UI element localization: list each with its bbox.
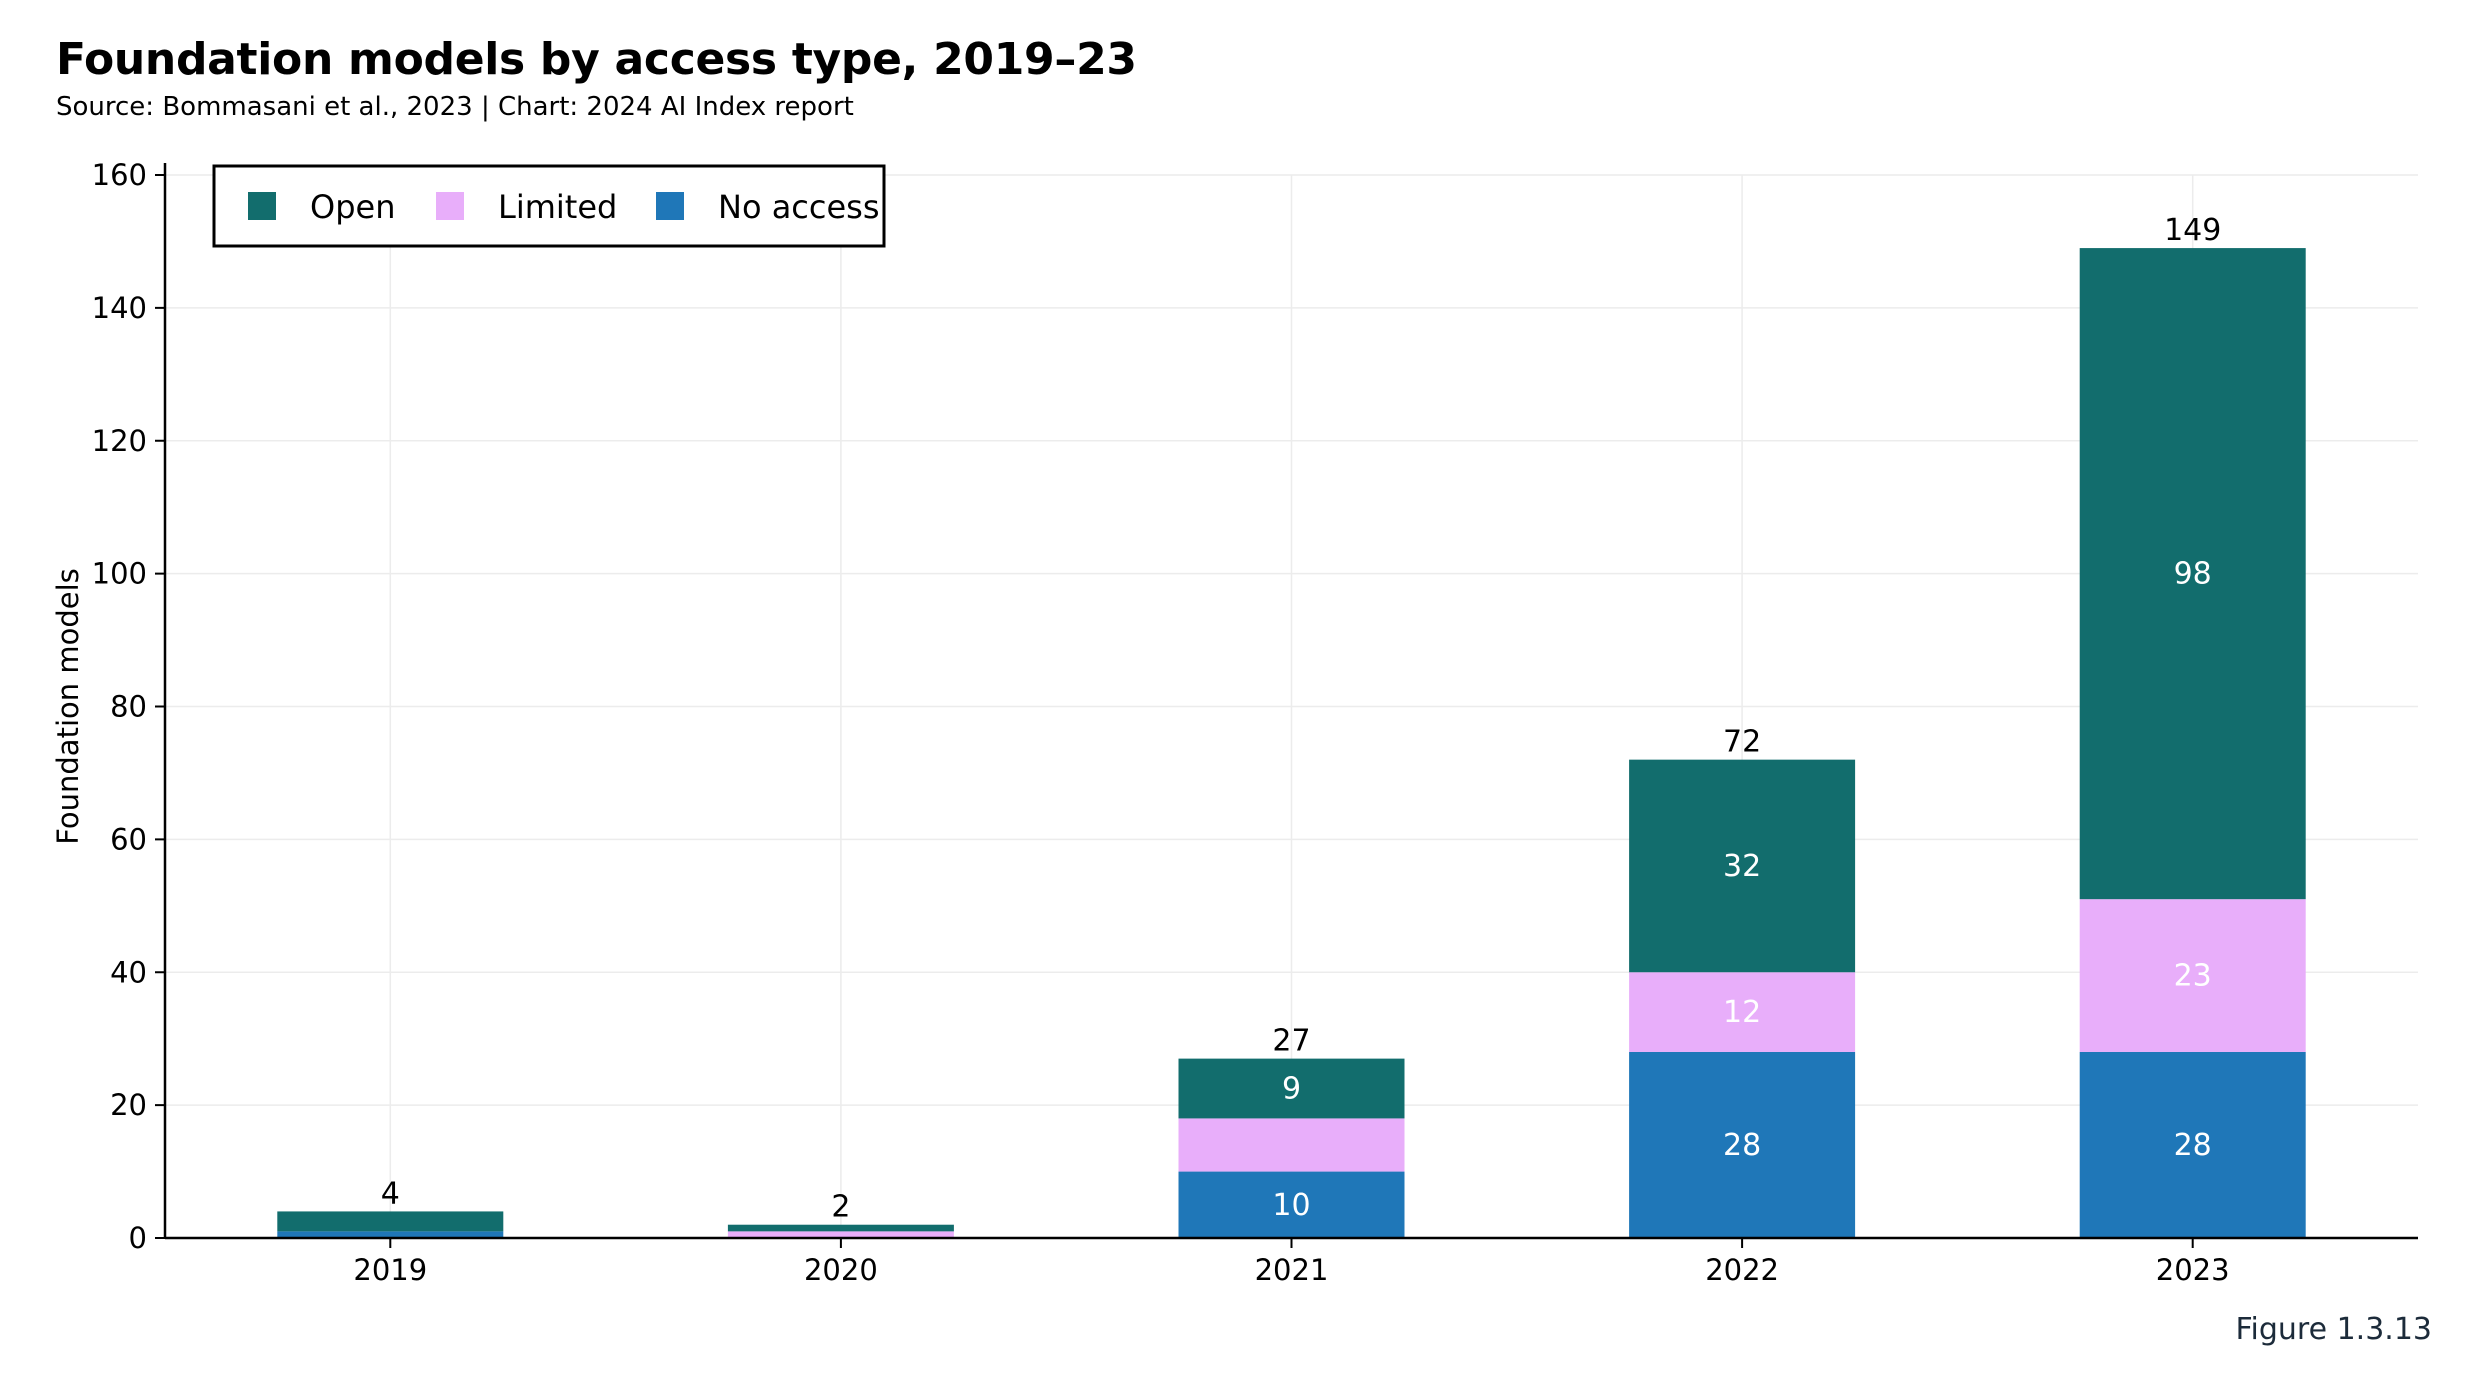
- legend-box: [212, 164, 886, 248]
- bar-segment: [2079, 899, 2306, 1052]
- y-tick-label: 40: [110, 955, 147, 989]
- bar-segment: [277, 1231, 504, 1238]
- total-label: 27: [1272, 1024, 1310, 1059]
- data-labels: 4 2 10 9 27 28 12 32 72 28 23 98 149: [381, 213, 2222, 1225]
- x-tick-label: 2023: [2156, 1253, 2230, 1287]
- segment-label: 28: [1723, 1128, 1761, 1163]
- bar-segment: [1178, 1058, 1405, 1119]
- total-label: 72: [1723, 725, 1761, 760]
- bar-segment: [727, 1231, 954, 1238]
- y-tick-label: 0: [129, 1221, 147, 1255]
- segment-label: 23: [2174, 959, 2212, 994]
- legend-swatch: [248, 192, 276, 220]
- total-label: 149: [2164, 213, 2221, 248]
- bars: [277, 248, 2306, 1238]
- y-tick-label: 140: [92, 291, 147, 325]
- figure-label: Figure 1.3.13: [2235, 1312, 2432, 1347]
- bar-segment: [1629, 1051, 1856, 1238]
- total-label: 2: [831, 1190, 850, 1225]
- legend-swatch: [656, 192, 684, 220]
- y-tick-label: 60: [110, 822, 147, 856]
- segment-label: 10: [1272, 1188, 1310, 1223]
- bar-segment: [1178, 1171, 1405, 1238]
- segment-label: 32: [1723, 849, 1761, 884]
- segment-label: 9: [1282, 1072, 1301, 1107]
- legend: Open Limited No access: [212, 164, 886, 248]
- y-tick-label: 120: [92, 424, 147, 458]
- bar-segment: [2079, 248, 2306, 900]
- axes: 0 20 40 60 80 100 120 140 160 2019 2020 2021 2022 202…: [51, 158, 2418, 1287]
- segment-label: 28: [2174, 1128, 2212, 1163]
- bar-segment: [727, 1224, 954, 1232]
- bar-segment: [1629, 972, 1856, 1052]
- bar-segment: [1178, 1118, 1405, 1172]
- x-tick-label: 2019: [353, 1253, 427, 1287]
- y-axis-title: Foundation models: [51, 568, 85, 845]
- x-tick-label: 2021: [1255, 1253, 1329, 1287]
- legend-label: Limited: [498, 188, 617, 226]
- bar-segment: [2079, 1051, 2306, 1238]
- bar-segment: [277, 1211, 504, 1232]
- x-tick-label: 2020: [804, 1253, 878, 1287]
- y-tick-label: 80: [110, 690, 147, 724]
- segment-label: 12: [1723, 995, 1761, 1030]
- legend-swatch: [436, 192, 464, 220]
- legend-label: No access: [718, 188, 880, 226]
- bar-segment: [1629, 759, 1856, 973]
- legend-label: Open: [310, 188, 395, 226]
- grid-lines: [165, 174, 2418, 1239]
- y-tick-label: 160: [92, 158, 147, 192]
- x-tick-label: 2022: [1705, 1253, 1779, 1287]
- segment-label: 98: [2174, 557, 2212, 592]
- y-tick-label: 100: [92, 557, 147, 591]
- chart-title: Foundation models by access type, 2019–2…: [56, 34, 1137, 85]
- chart-subtitle: Source: Bommasani et al., 2023 | Chart: …: [56, 92, 854, 122]
- total-label: 4: [381, 1176, 400, 1211]
- y-tick-label: 20: [110, 1088, 147, 1122]
